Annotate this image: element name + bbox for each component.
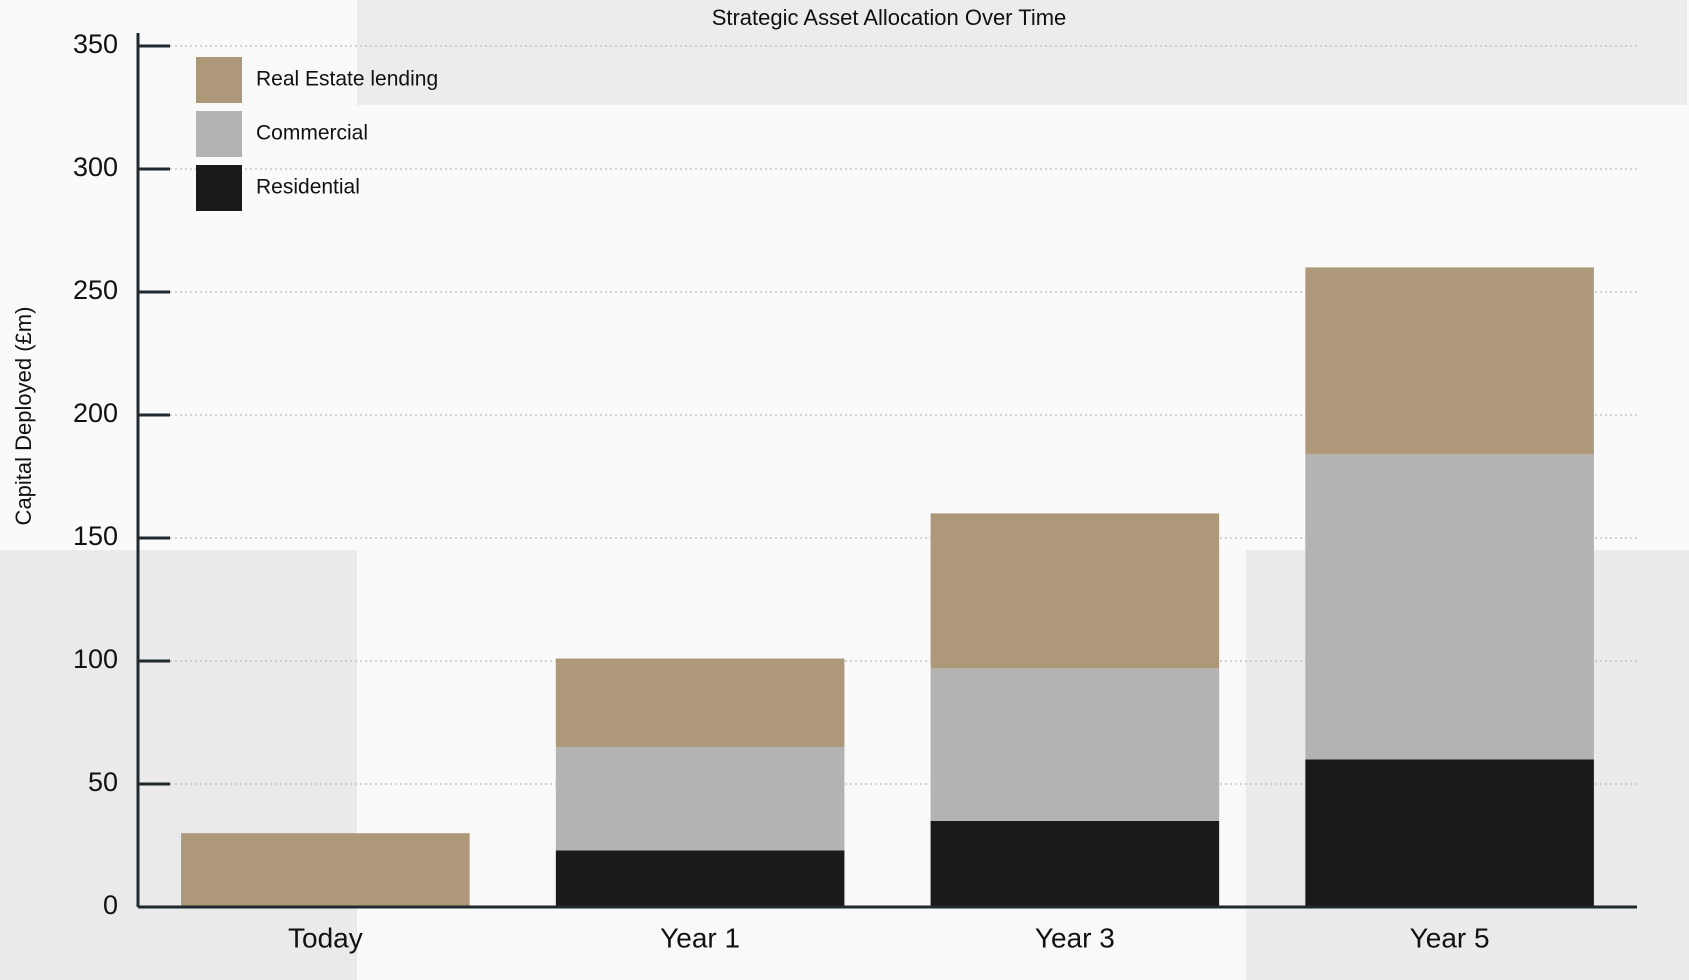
y-tick-label: 350 (73, 29, 118, 59)
bar-segment (1305, 267, 1594, 455)
bar-segment (555, 658, 845, 748)
bar-segment (930, 820, 1220, 907)
bar-segment (1305, 759, 1594, 907)
bar-segment (555, 850, 845, 907)
y-tick-label: 250 (73, 275, 118, 305)
x-tick-label: Year 1 (660, 922, 740, 953)
y-tick-label: 100 (73, 644, 118, 674)
background-photo (357, 0, 1687, 105)
x-tick-label: Year 5 (1410, 922, 1490, 953)
bar-segment (930, 668, 1220, 821)
bar-segment (930, 513, 1220, 669)
x-tick-label: Year 3 (1035, 922, 1115, 953)
legend-swatch (196, 111, 242, 157)
y-tick-label: 0 (103, 890, 118, 920)
y-tick-label: 50 (88, 767, 118, 797)
legend-label: Residential (256, 176, 360, 199)
legend-swatch (196, 165, 242, 211)
y-tick-label: 200 (73, 398, 118, 428)
legend-label: Real Estate lending (256, 68, 438, 91)
chart-title: Strategic Asset Allocation Over Time (712, 5, 1067, 30)
legend-label: Commercial (256, 122, 368, 145)
y-tick-label: 150 (73, 521, 118, 551)
y-tick-label: 300 (73, 152, 118, 182)
legend-swatch (196, 57, 242, 103)
bar-segment (1305, 454, 1594, 760)
bar-segment (181, 833, 470, 907)
y-axis-label: Capital Deployed (£m) (11, 307, 36, 526)
x-tick-label: Today (288, 922, 363, 953)
bar-segment (555, 747, 845, 851)
background-photo (0, 550, 357, 980)
